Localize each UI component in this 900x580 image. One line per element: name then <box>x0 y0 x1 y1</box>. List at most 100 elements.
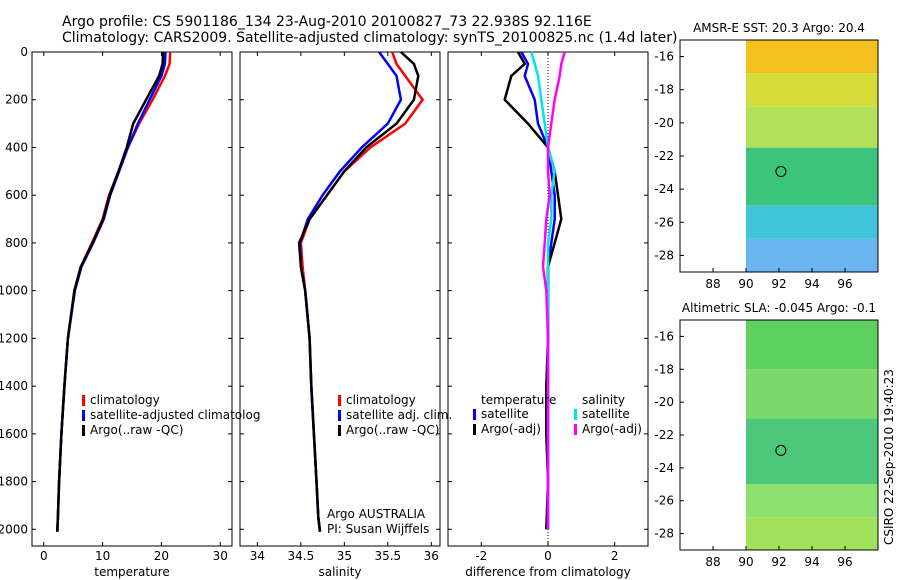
figure-title-line-2: Climatology: CARS2009. Satellite-adjuste… <box>62 30 678 46</box>
sst-heat-band <box>746 106 878 148</box>
salinity-xtick-label: 35.5 <box>374 549 401 563</box>
sla-xtick-label: 88 <box>705 555 720 569</box>
sla-heat-band <box>746 484 878 518</box>
sla-heat-band <box>746 369 878 419</box>
difference-legend-swatch <box>574 409 577 420</box>
sst-xtick-label: 94 <box>804 277 819 291</box>
temperature-ytick-label: 1000 <box>0 284 28 298</box>
salinity-xtick-label: 34 <box>250 549 265 563</box>
temperature-ytick-label: 1200 <box>0 331 28 345</box>
sst-ytick-label: -22 <box>654 149 674 163</box>
sst-ytick-label: -26 <box>654 215 674 229</box>
temperature-ytick-label: 1800 <box>0 475 28 489</box>
sst-ytick-label: -16 <box>654 50 674 64</box>
temperature-legend-swatch <box>82 410 85 421</box>
difference-xtick-label: -2 <box>475 549 487 563</box>
difference-legend-swatch <box>574 424 577 435</box>
salinity-annotation: Argo AUSTRALIA <box>327 507 426 521</box>
temperature-xtick-label: 30 <box>213 549 228 563</box>
salinity-xtick-label: 35 <box>337 549 352 563</box>
salinity-xtick-label: 34.5 <box>288 549 315 563</box>
temperature-ytick-label: 400 <box>5 140 28 154</box>
temperature-legend-swatch <box>82 395 85 406</box>
temperature-legend-swatch <box>82 425 85 436</box>
sla-ytick-label: -26 <box>654 494 674 508</box>
sst-ytick-label: -24 <box>654 182 674 196</box>
salinity-legend-label: climatology <box>346 393 416 407</box>
salinity-annotation: PI: Susan Wijffels <box>327 522 429 536</box>
temperature-ytick-label: 1400 <box>0 379 28 393</box>
difference-series-line <box>541 51 566 530</box>
sst-heat-band <box>746 205 878 239</box>
sla-map-title: Altimetric SLA: -0.045 Argo: -0.1 <box>682 301 876 315</box>
temperature-ytick-label: 200 <box>5 93 28 107</box>
salinity-axes-frame <box>239 51 441 547</box>
temperature-ytick-label: 2000 <box>0 522 28 536</box>
sst-heat-band <box>746 238 878 272</box>
sla-ytick-label: -16 <box>654 329 674 343</box>
sla-xtick-label: 92 <box>771 555 786 569</box>
sst-ytick-label: -28 <box>654 248 674 262</box>
difference-legend-swatch <box>473 424 476 435</box>
sla-xtick-label: 90 <box>738 555 753 569</box>
temperature-legend-label: Argo(..raw -QC) <box>90 423 183 437</box>
difference-legend-title: temperature <box>481 393 556 407</box>
sla-ytick-label: -18 <box>654 362 674 376</box>
sla-ytick-label: -22 <box>654 428 674 442</box>
sst-xtick-label: 88 <box>705 277 720 291</box>
sla-xtick-label: 94 <box>804 555 819 569</box>
difference-xtick-label: 2 <box>611 549 619 563</box>
temperature-series-line <box>56 51 165 532</box>
sla-ytick-label: -20 <box>654 395 674 409</box>
sst-heat-band <box>746 147 878 206</box>
salinity-series-line <box>297 51 420 532</box>
difference-xtick-label: 0 <box>544 549 552 563</box>
salinity-legend-swatch <box>338 425 341 436</box>
salinity-series-line <box>299 51 425 532</box>
sst-xtick-label: 90 <box>738 277 753 291</box>
sst-xtick-label: 96 <box>837 277 852 291</box>
salinity-legend-label: satellite adj. clim. <box>346 408 452 422</box>
sst-argo-marker <box>775 166 787 178</box>
sst-heat-band <box>746 40 878 74</box>
salinity-xlabel: salinity <box>318 565 361 579</box>
difference-legend-label: Argo(-adj) <box>481 422 541 436</box>
temperature-legend-label: satellite-adjusted climatolog <box>90 408 260 422</box>
temperature-ytick-label: 800 <box>5 236 28 250</box>
sst-ytick-label: -20 <box>654 116 674 130</box>
temperature-legend-label: climatology <box>90 393 160 407</box>
difference-legend-label: satellite <box>481 407 529 421</box>
sla-ytick-label: -24 <box>654 461 674 475</box>
difference-legend-label: satellite <box>582 407 630 421</box>
temperature-xtick-label: 20 <box>154 549 169 563</box>
salinity-legend-swatch <box>338 395 341 406</box>
sla-xtick-label: 96 <box>837 555 852 569</box>
sla-ytick-label: -28 <box>654 527 674 541</box>
difference-series-line <box>503 51 563 530</box>
temperature-ytick-label: 1600 <box>0 427 28 441</box>
salinity-xtick-label: 36 <box>424 549 439 563</box>
temperature-xlabel: temperature <box>94 565 169 579</box>
csiro-timestamp: CSIRO 22-Sep-2010 19:40:23 <box>882 369 896 545</box>
temperature-xtick-label: 0 <box>40 549 48 563</box>
temperature-ytick-label: 600 <box>5 188 28 202</box>
sla-heat-band <box>746 320 878 370</box>
temperature-xtick-label: 10 <box>95 549 110 563</box>
sla-heat-band <box>746 418 878 485</box>
salinity-legend-label: Argo(..raw -QC) <box>346 423 439 437</box>
difference-xlabel: difference from climatology <box>465 565 631 579</box>
sst-ytick-label: -18 <box>654 83 674 97</box>
sla-argo-marker <box>775 444 787 456</box>
sla-heat-band <box>746 517 878 550</box>
temperature-ytick-label: 0 <box>20 45 28 59</box>
sst-map-title: AMSR-E SST: 20.3 Argo: 20.4 <box>693 21 865 35</box>
difference-legend-swatch <box>473 409 476 420</box>
sst-heat-band <box>746 73 878 107</box>
figure-title-line-1: Argo profile: CS 5901186_134 23-Aug-2010… <box>62 14 592 30</box>
difference-legend-label: Argo(-adj) <box>582 422 642 436</box>
difference-legend-title: salinity <box>582 393 625 407</box>
salinity-legend-swatch <box>338 410 341 421</box>
sst-xtick-label: 92 <box>771 277 786 291</box>
temperature-axes-frame <box>31 51 233 547</box>
